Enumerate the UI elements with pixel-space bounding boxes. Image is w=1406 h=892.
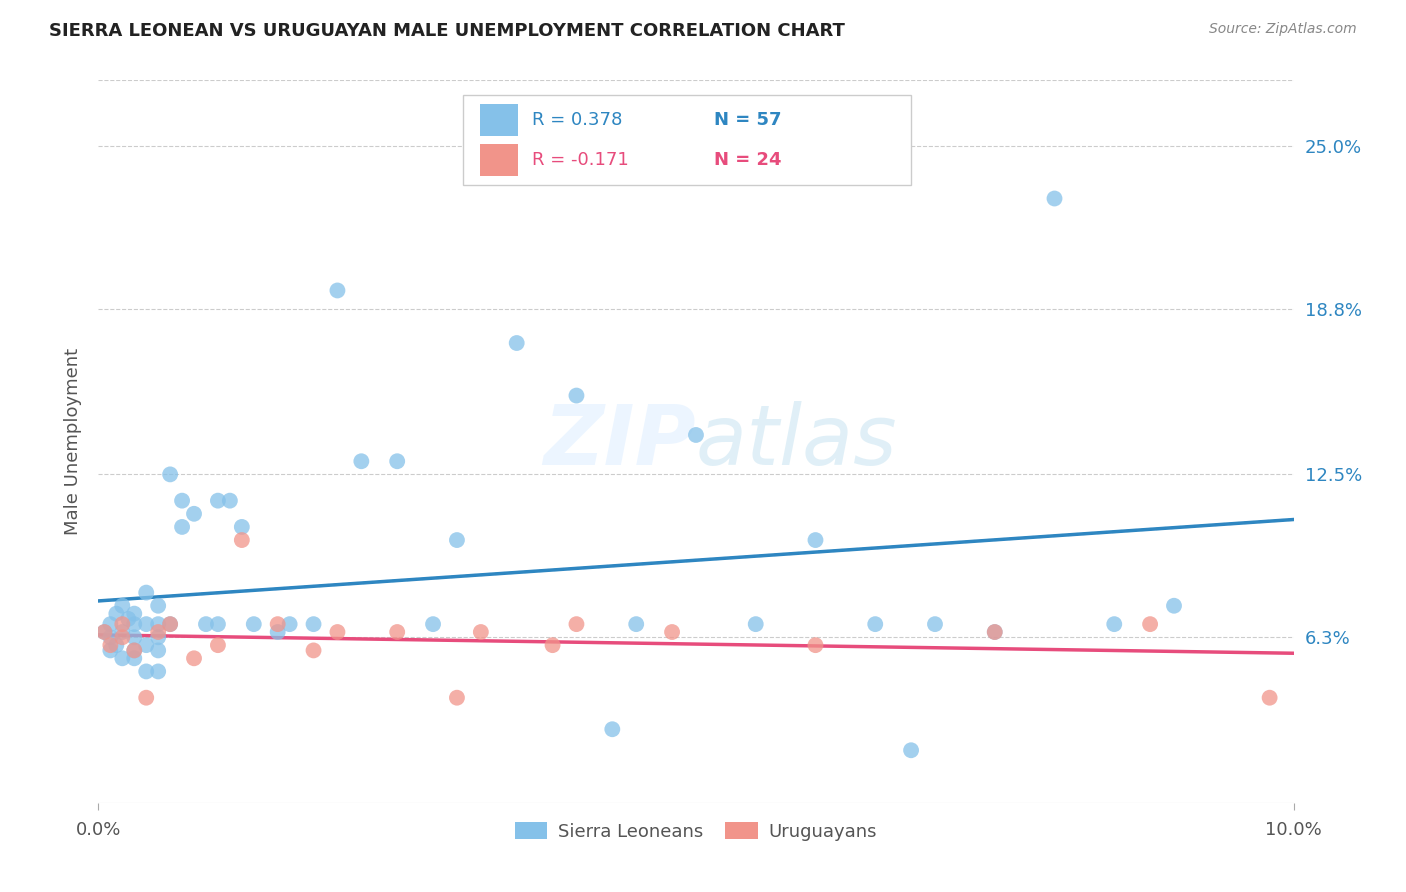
Point	[159, 617, 181, 632]
Text: ZIP: ZIP	[543, 401, 696, 482]
Point	[231, 520, 253, 534]
Point	[302, 643, 325, 657]
FancyBboxPatch shape	[479, 103, 517, 136]
Point	[267, 617, 290, 632]
Point	[111, 625, 134, 640]
Text: SIERRA LEONEAN VS URUGUAYAN MALE UNEMPLOYMENT CORRELATION CHART: SIERRA LEONEAN VS URUGUAYAN MALE UNEMPLO…	[49, 22, 845, 40]
Point	[105, 607, 128, 621]
Point	[195, 617, 218, 632]
Point	[385, 625, 409, 640]
Point	[98, 630, 122, 644]
Point	[148, 599, 170, 613]
Point	[326, 284, 349, 298]
Point	[984, 625, 1007, 640]
Point	[602, 723, 624, 737]
Point	[135, 617, 157, 632]
Point	[159, 467, 181, 482]
Point	[278, 617, 301, 632]
Point	[302, 617, 325, 632]
Point	[111, 617, 134, 632]
Point	[93, 625, 115, 640]
Point	[124, 651, 146, 665]
Point	[207, 638, 229, 652]
Point	[207, 493, 229, 508]
Point	[111, 630, 134, 644]
Text: atlas: atlas	[696, 401, 897, 482]
Text: N = 24: N = 24	[714, 151, 782, 169]
Point	[159, 617, 181, 632]
Point	[350, 454, 373, 468]
Point	[135, 690, 157, 705]
Point	[804, 638, 827, 652]
Legend: Sierra Leoneans, Uruguayans: Sierra Leoneans, Uruguayans	[508, 814, 884, 848]
Point	[924, 617, 946, 632]
Text: R = 0.378: R = 0.378	[533, 111, 623, 129]
Point	[506, 336, 529, 351]
Point	[117, 612, 139, 626]
FancyBboxPatch shape	[479, 144, 517, 176]
Point	[685, 428, 707, 442]
Point	[470, 625, 492, 640]
Point	[124, 617, 146, 632]
Point	[98, 638, 122, 652]
Text: Source: ZipAtlas.com: Source: ZipAtlas.com	[1209, 22, 1357, 37]
Point	[105, 638, 128, 652]
Point	[148, 625, 170, 640]
Point	[219, 493, 242, 508]
Point	[172, 493, 194, 508]
Y-axis label: Male Unemployment: Male Unemployment	[63, 348, 82, 535]
Point	[124, 630, 146, 644]
Point	[446, 533, 468, 547]
FancyBboxPatch shape	[463, 95, 911, 185]
Point	[243, 617, 266, 632]
Point	[422, 617, 444, 632]
Point	[135, 585, 157, 599]
Point	[565, 388, 588, 402]
Text: N = 57: N = 57	[714, 111, 782, 129]
Point	[111, 651, 134, 665]
Point	[183, 651, 205, 665]
Point	[135, 638, 157, 652]
Point	[98, 617, 122, 632]
Point	[865, 617, 887, 632]
Point	[541, 638, 564, 652]
Point	[111, 599, 134, 613]
Point	[661, 625, 683, 640]
Point	[93, 625, 115, 640]
Point	[984, 625, 1007, 640]
Point	[124, 643, 146, 657]
Point	[148, 617, 170, 632]
Point	[267, 625, 290, 640]
Point	[98, 643, 122, 657]
Point	[207, 617, 229, 632]
Point	[1043, 192, 1066, 206]
Point	[1163, 599, 1185, 613]
Point	[385, 454, 409, 468]
Point	[124, 607, 146, 621]
Point	[148, 630, 170, 644]
Point	[804, 533, 827, 547]
Point	[183, 507, 205, 521]
Point	[446, 690, 468, 705]
Point	[148, 643, 170, 657]
Point	[135, 665, 157, 679]
Point	[1258, 690, 1281, 705]
Point	[565, 617, 588, 632]
Point	[172, 520, 194, 534]
Point	[326, 625, 349, 640]
Point	[1104, 617, 1126, 632]
Point	[745, 617, 768, 632]
Text: R = -0.171: R = -0.171	[533, 151, 628, 169]
Point	[900, 743, 922, 757]
Point	[124, 643, 146, 657]
Point	[231, 533, 253, 547]
Point	[1139, 617, 1161, 632]
Point	[148, 665, 170, 679]
Point	[626, 617, 648, 632]
